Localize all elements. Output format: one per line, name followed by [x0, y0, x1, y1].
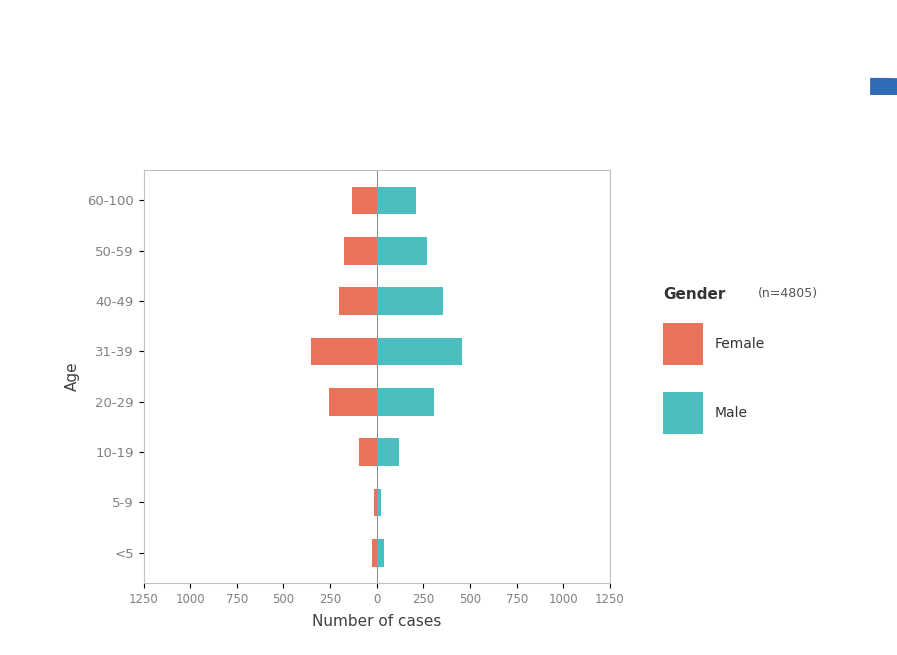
Bar — [359, 438, 377, 466]
Text: Female: Female — [715, 337, 765, 350]
Bar — [377, 438, 399, 466]
FancyBboxPatch shape — [663, 322, 702, 364]
Text: (n=4805): (n=4805) — [758, 287, 818, 300]
Bar — [339, 288, 377, 315]
Bar — [374, 489, 377, 516]
Polygon shape — [870, 0, 897, 95]
Text: Graphique 4. Répartition par âge et sexe des cas de COVID-19 dans les régions d': Graphique 4. Répartition par âge et sexe… — [12, 31, 759, 61]
Text: Gender: Gender — [663, 287, 726, 302]
Bar — [344, 237, 377, 265]
Bar — [310, 337, 377, 365]
X-axis label: Number of cases: Number of cases — [312, 614, 441, 629]
FancyBboxPatch shape — [663, 392, 702, 434]
Bar — [372, 539, 377, 567]
Wedge shape — [870, 78, 897, 95]
Bar — [377, 539, 384, 567]
Y-axis label: Age: Age — [65, 362, 80, 392]
Bar — [377, 489, 381, 516]
Bar — [377, 237, 427, 265]
Bar — [377, 337, 462, 365]
Bar — [353, 187, 377, 214]
Bar — [377, 288, 443, 315]
Text: Male: Male — [715, 405, 747, 420]
Bar — [377, 388, 433, 416]
Bar — [329, 388, 377, 416]
Bar — [377, 187, 416, 214]
